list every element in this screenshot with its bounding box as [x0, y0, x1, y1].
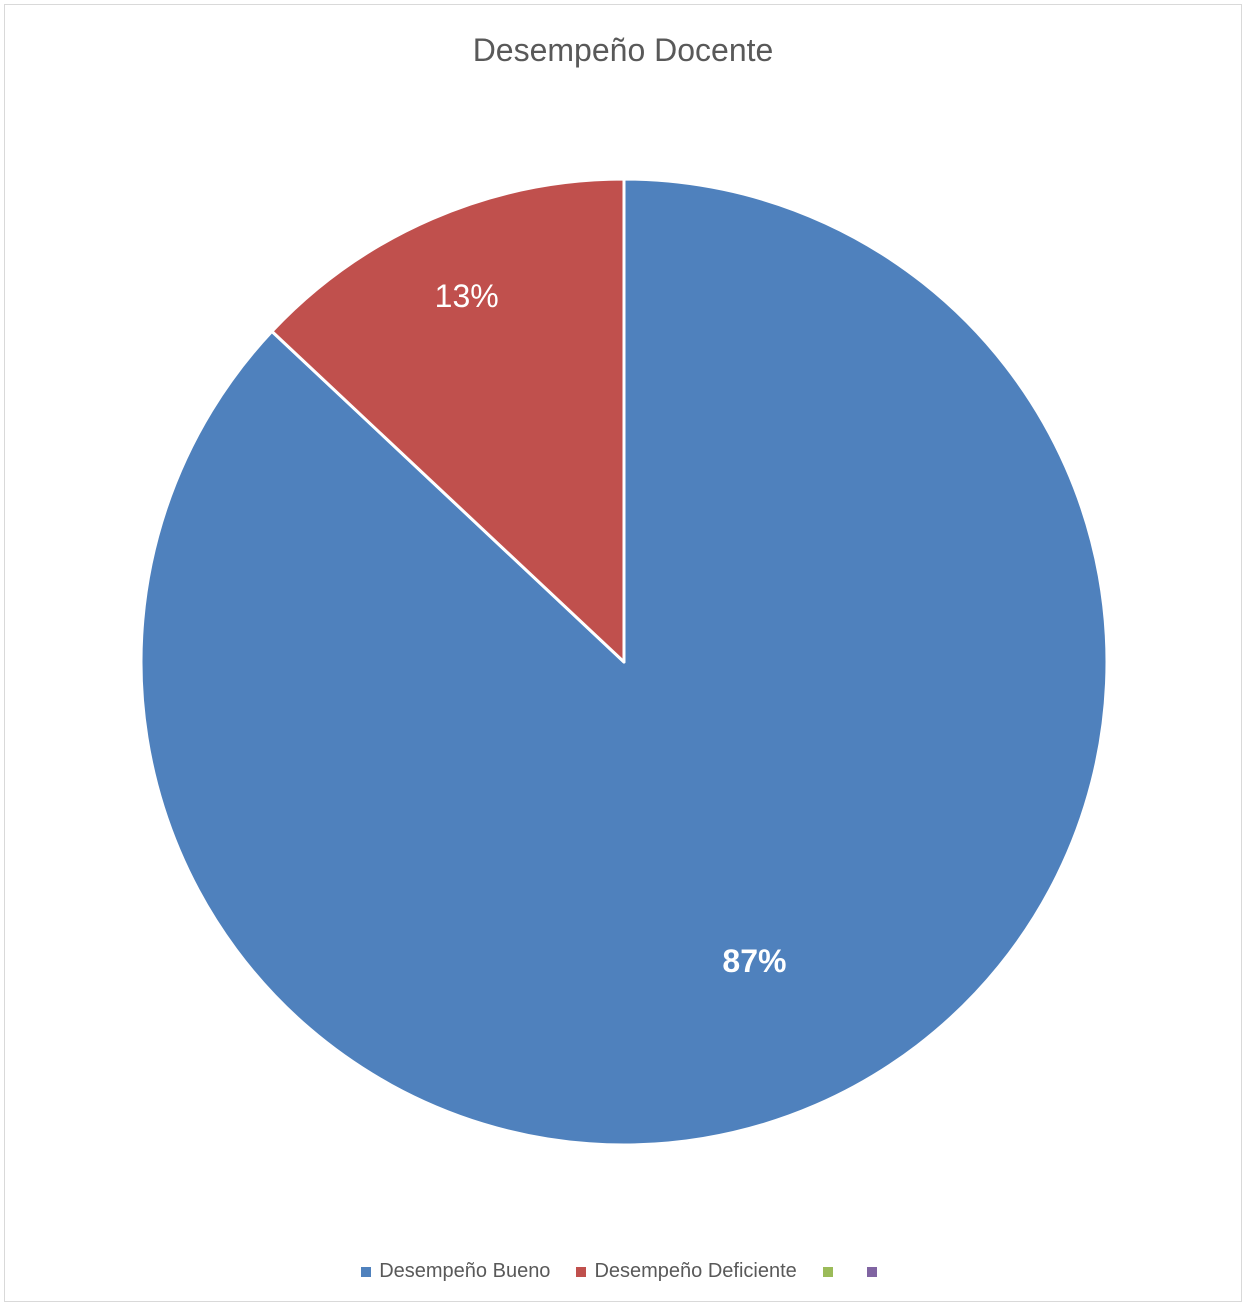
legend-swatch-3 — [822, 1266, 833, 1277]
legend-item-4 — [866, 1266, 885, 1277]
pie-slice-1 — [139, 177, 1109, 1147]
legend-item-1: Desempeño Bueno — [361, 1260, 550, 1283]
pie-slice-2 — [270, 177, 626, 664]
chart-title: Desempeño Docente — [472, 32, 774, 68]
data-label-2: 13% — [435, 278, 499, 314]
legend-swatch-2 — [576, 1266, 587, 1277]
legend-swatch-1 — [361, 1266, 372, 1277]
legend-swatch-4 — [866, 1266, 877, 1277]
legend-label-1: Desempeño Bueno — [379, 1260, 551, 1282]
legend-item-3 — [822, 1266, 841, 1277]
data-label-1: 87% — [722, 943, 786, 979]
legend-label-2: Desempeño Deficiente — [594, 1260, 797, 1282]
legend-item-2: Desempeño Deficiente — [576, 1260, 797, 1283]
legend: Desempeño Bueno Desempeño Deficiente — [0, 1260, 1246, 1283]
